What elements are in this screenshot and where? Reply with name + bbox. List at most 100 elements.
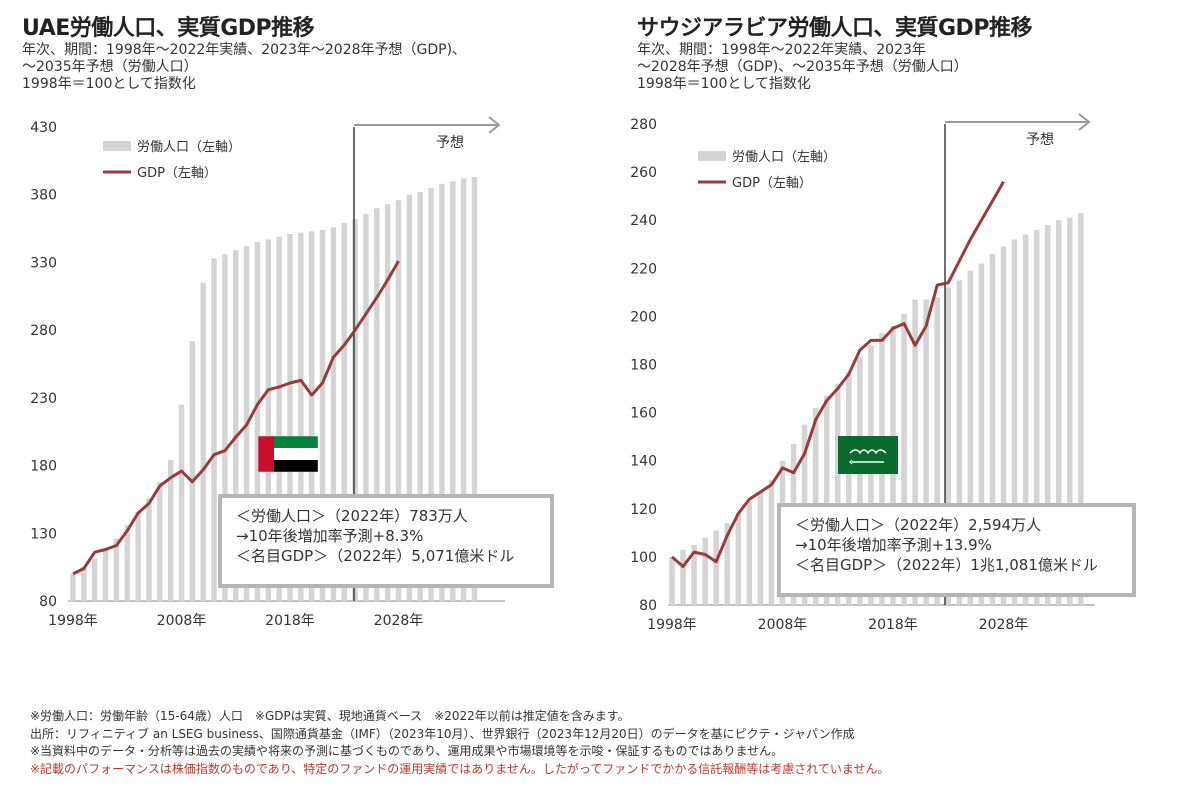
- saudi-workforce-bar: [868, 345, 874, 605]
- uae-workforce-bar: [406, 194, 413, 601]
- saudi-workforce-bar: [768, 479, 775, 605]
- saudi-chart-title: サウジアラビア労働人口、実質GDP推移: [637, 16, 1032, 41]
- saudi-workforce-bar: [724, 523, 731, 605]
- uae-workforce-bar: [124, 525, 130, 601]
- uae-chart-panel: UAE労働人口、実質GDP推移 年次、期間：1998年～2022年実績、2023…: [0, 0, 600, 650]
- uae-workforce-bar: [363, 213, 369, 601]
- uae-ytick-label: 130: [30, 526, 57, 542]
- saudi-workforce-bar: [1000, 246, 1007, 605]
- footnote-source: 出所：リフィニティブ an LSEG business、国際通貨基金（IMF）（…: [30, 726, 855, 741]
- saudi-workforce-bar: [989, 253, 996, 605]
- saudi-legend-gdp: GDP（左軸）: [732, 176, 812, 191]
- saudi-workforce-bar: [857, 357, 863, 605]
- saudi-ytick-label: 80: [639, 598, 657, 614]
- uae-workforce-bar: [178, 404, 185, 601]
- saudi-workforce-bar: [669, 556, 675, 605]
- uae-workforce-bar: [471, 177, 478, 601]
- saudi-workforce-bar: [834, 383, 841, 605]
- uae-workforce-bar: [384, 204, 391, 602]
- uae-workforce-bar: [298, 232, 304, 602]
- saudi-workforce-bar: [978, 263, 985, 605]
- saudi-workforce-bar: [1078, 212, 1084, 606]
- saudi-ytick-label: 140: [630, 454, 657, 470]
- saudi-workforce-bar: [934, 297, 940, 605]
- saudi-ytick-label: 100: [630, 550, 657, 566]
- saudi-workforce-bar: [1033, 229, 1040, 605]
- uae-ytick-label: 180: [30, 459, 57, 475]
- saudi-xtick-label: 2008年: [758, 617, 808, 633]
- saudi-chart-panel: サウジアラビア労働人口、実質GDP推移 年次、期間：1998年～2022年実績、…: [610, 0, 1200, 650]
- uae-workforce-bar: [428, 187, 434, 601]
- saudi-workforce-bar: [713, 530, 719, 605]
- saudi-workforce-bar: [1055, 220, 1062, 605]
- uae-subtitle-line-3: 1998年＝100として指数化: [22, 76, 196, 92]
- saudi-workforce-bar: [956, 280, 963, 605]
- saudi-xtick-label: 2018年: [868, 617, 918, 633]
- uae-chart: 80 130 180 230 280 330 380 430 1998年 2008年 2018年 20…: [30, 116, 505, 629]
- uae-workforce-bar: [460, 178, 467, 601]
- saudi-workforce-bar: [1067, 217, 1073, 606]
- uae-subtitle-line-2: ～2035年予想（労働人口）: [22, 59, 198, 75]
- uae-workforce-bar: [395, 200, 402, 602]
- uae-workforce-bar: [254, 242, 261, 601]
- uae-ytick-label: 380: [30, 188, 57, 204]
- saudi-chart: 80 100 120 140 160 180 200 220 240 260 280 1998年 200…: [630, 113, 1095, 633]
- saudi-subtitle-line-3: 1998年＝100として指数化: [637, 76, 811, 92]
- saudi-workforce-bar: [923, 299, 929, 605]
- uae-workforce-bar: [439, 183, 445, 601]
- saudi-workforce-bar: [1011, 239, 1018, 605]
- uae-ytick-label: 80: [39, 594, 57, 610]
- uae-ytick-label: 230: [30, 391, 57, 407]
- footnote-performance-disclaimer: ※記載のパフォーマンスは株価指数のものであり、特定のファンドの運用実績ではありま…: [30, 761, 890, 776]
- uae-workforce-bar: [308, 231, 315, 601]
- uae-workforce-bar: [417, 192, 423, 601]
- uae-workforce-bar: [222, 254, 228, 601]
- uae-legend-bar-swatch: [103, 141, 131, 151]
- uae-xtick-label: 2028年: [374, 613, 424, 629]
- saudi-ytick-label: 120: [630, 502, 657, 518]
- saudi-workforce-bar: [702, 537, 708, 605]
- uae-chart-title: UAE労働人口、実質GDP推移: [22, 16, 315, 41]
- uae-workforce-bar: [450, 181, 456, 601]
- uae-xtick-label: 2008年: [157, 613, 207, 629]
- saudi-ytick-label: 240: [630, 213, 657, 229]
- uae-workforce-bar: [374, 208, 380, 601]
- uae-workforce-bar: [157, 481, 163, 601]
- uae-workforce-bar: [135, 511, 141, 601]
- saudi-workforce-bar: [945, 287, 952, 605]
- uae-workforce-bar: [167, 460, 174, 601]
- uae-info-growth: →10年後増加率予測+8.3%: [236, 527, 424, 545]
- uae-ytick-label: 330: [30, 255, 57, 271]
- footnote-disclaimer: ※当資料中のデータ・分析等は過去の実績や将来の予測に基づくものであり、運用成果や…: [30, 744, 784, 758]
- uae-gdp-line: [72, 260, 400, 576]
- footnote-definitions: ※労働人口：労働年齢（15-64歳）人口 ※GDPは実質、現地通貨ベース ※20…: [30, 709, 630, 723]
- uae-ytick-label: 430: [30, 120, 57, 136]
- uae-workforce-bar: [113, 538, 120, 601]
- uae-workforce-bar: [211, 258, 217, 601]
- saudi-forecast-label: 予想: [1026, 132, 1054, 148]
- uae-workforce-bar: [102, 549, 109, 601]
- uae-forecast-arrowhead: [488, 116, 501, 134]
- saudi-workforce-bar: [680, 549, 686, 605]
- saudi-legend-workforce: 労働人口（左軸）: [732, 150, 836, 165]
- saudi-workforce-bar: [912, 299, 918, 605]
- saudi-flag: [838, 436, 898, 474]
- uae-workforce-bar: [189, 340, 196, 601]
- saudi-ytick-label: 180: [630, 358, 657, 374]
- saudi-workforce-bar: [746, 501, 753, 605]
- saudi-workforce-bar: [823, 395, 830, 605]
- saudi-info-gdp: ＜名目GDP＞（2022年）1兆1,081億米ドル: [795, 556, 1098, 574]
- uae-workforce-bar: [341, 223, 347, 601]
- saudi-workforce-bar: [1044, 225, 1051, 605]
- uae-workforce-bar: [276, 236, 282, 601]
- uae-workforce-bar: [200, 282, 206, 601]
- saudi-forecast-arrowhead: [1078, 113, 1091, 131]
- uae-workforce-bar: [319, 229, 326, 601]
- uae-subtitle-line-1: 年次、期間：1998年～2022年実績、2023年～2028年予想（GDP)、: [22, 42, 467, 58]
- saudi-xtick-label: 1998年: [647, 617, 697, 633]
- saudi-gdp-line: [671, 180, 1005, 568]
- uae-xtick-label: 2018年: [265, 613, 315, 629]
- uae-workforce-bar: [352, 219, 358, 601]
- saudi-ytick-label: 160: [630, 406, 657, 422]
- uae-flag: [257, 435, 319, 473]
